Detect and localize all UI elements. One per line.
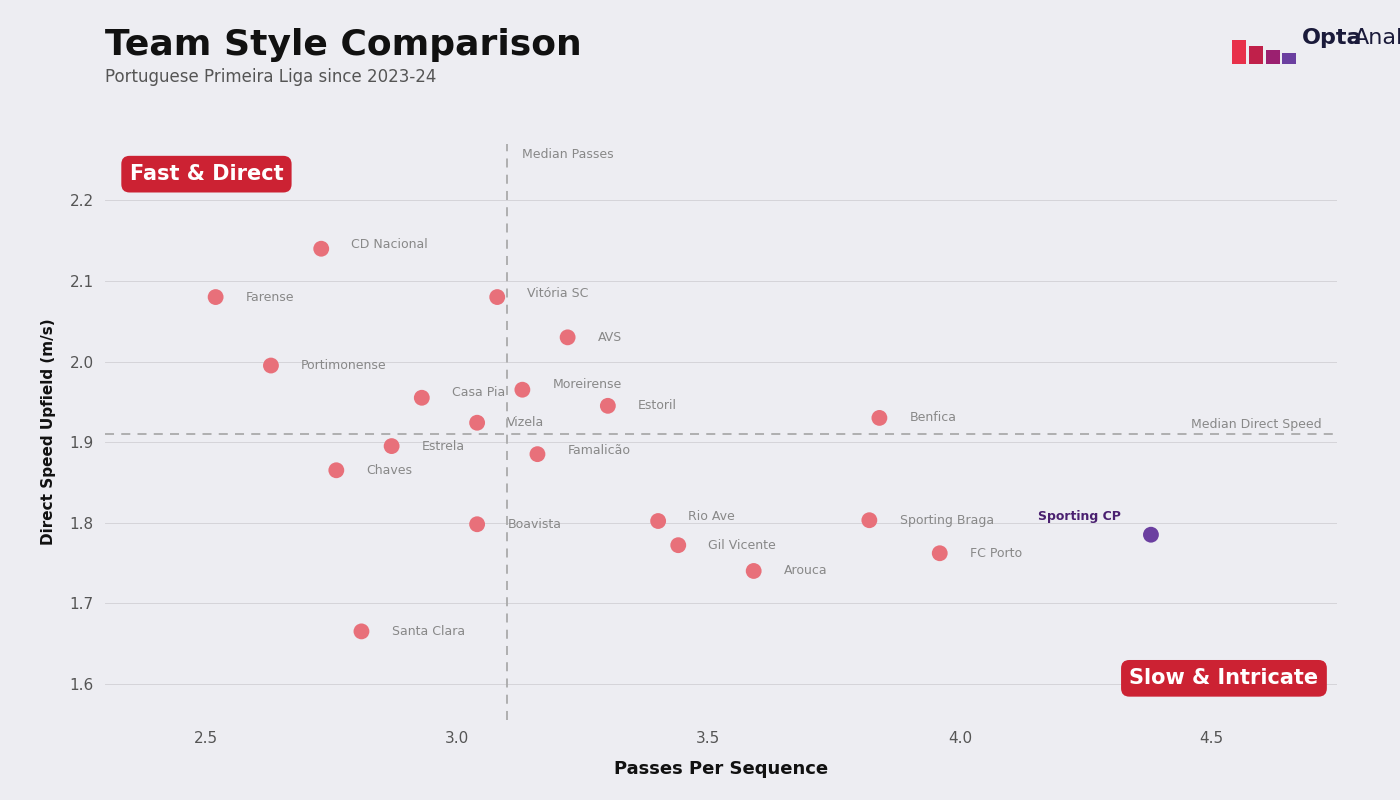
Point [647,514,669,527]
Text: Boavista: Boavista [507,518,561,530]
Point [410,391,433,404]
Text: Gil Vicente: Gil Vicente [708,538,776,552]
Text: Santa Clara: Santa Clara [392,625,465,638]
Point [204,290,227,303]
Text: Estrela: Estrela [421,439,465,453]
Text: Casa Pia: Casa Pia [452,386,505,399]
Point [511,383,533,396]
Point [928,547,951,560]
Point [556,331,578,344]
Text: Benfica: Benfica [910,411,956,425]
Text: Vizela: Vizela [507,416,545,430]
Text: Moreirense: Moreirense [553,378,622,391]
Text: AVS: AVS [598,331,622,344]
Text: Vitória SC: Vitória SC [528,286,589,299]
Point [868,411,890,424]
X-axis label: Passes Per Sequence: Passes Per Sequence [615,760,827,778]
Text: Chaves: Chaves [367,464,413,477]
Text: Estoril: Estoril [638,399,678,412]
Point [858,514,881,526]
Text: Farense: Farense [246,290,294,303]
Text: Slow & Intricate: Slow & Intricate [1130,668,1319,688]
Text: FC Porto: FC Porto [970,546,1022,560]
Point [325,464,347,477]
Text: Fast & Direct: Fast & Direct [130,164,283,184]
Point [260,359,283,372]
Text: Arouca: Arouca [784,565,827,578]
Text: Median Direct Speed: Median Direct Speed [1191,418,1322,430]
Point [666,538,689,551]
Point [1140,528,1162,541]
Y-axis label: Direct Speed Upfield (m/s): Direct Speed Upfield (m/s) [41,318,56,546]
Text: Sporting CP: Sporting CP [1037,510,1121,523]
Text: Opta: Opta [1302,28,1362,48]
Point [486,290,508,303]
Text: Famalicão: Famalicão [567,444,630,457]
Text: Portuguese Primeira Liga since 2023-24: Portuguese Primeira Liga since 2023-24 [105,68,437,86]
Point [742,565,764,578]
Point [596,399,619,412]
Text: Sporting Braga: Sporting Braga [900,514,994,526]
Text: Rio Ave: Rio Ave [689,510,735,522]
Point [309,242,332,255]
Point [381,440,403,453]
Text: Median Passes: Median Passes [522,148,615,161]
Text: Portimonense: Portimonense [301,359,386,372]
Point [350,625,372,638]
Point [466,416,489,429]
Point [526,448,549,461]
Text: CD Nacional: CD Nacional [351,238,428,251]
Text: Analyst: Analyst [1354,28,1400,48]
Point [466,518,489,530]
Text: Team Style Comparison: Team Style Comparison [105,28,582,62]
